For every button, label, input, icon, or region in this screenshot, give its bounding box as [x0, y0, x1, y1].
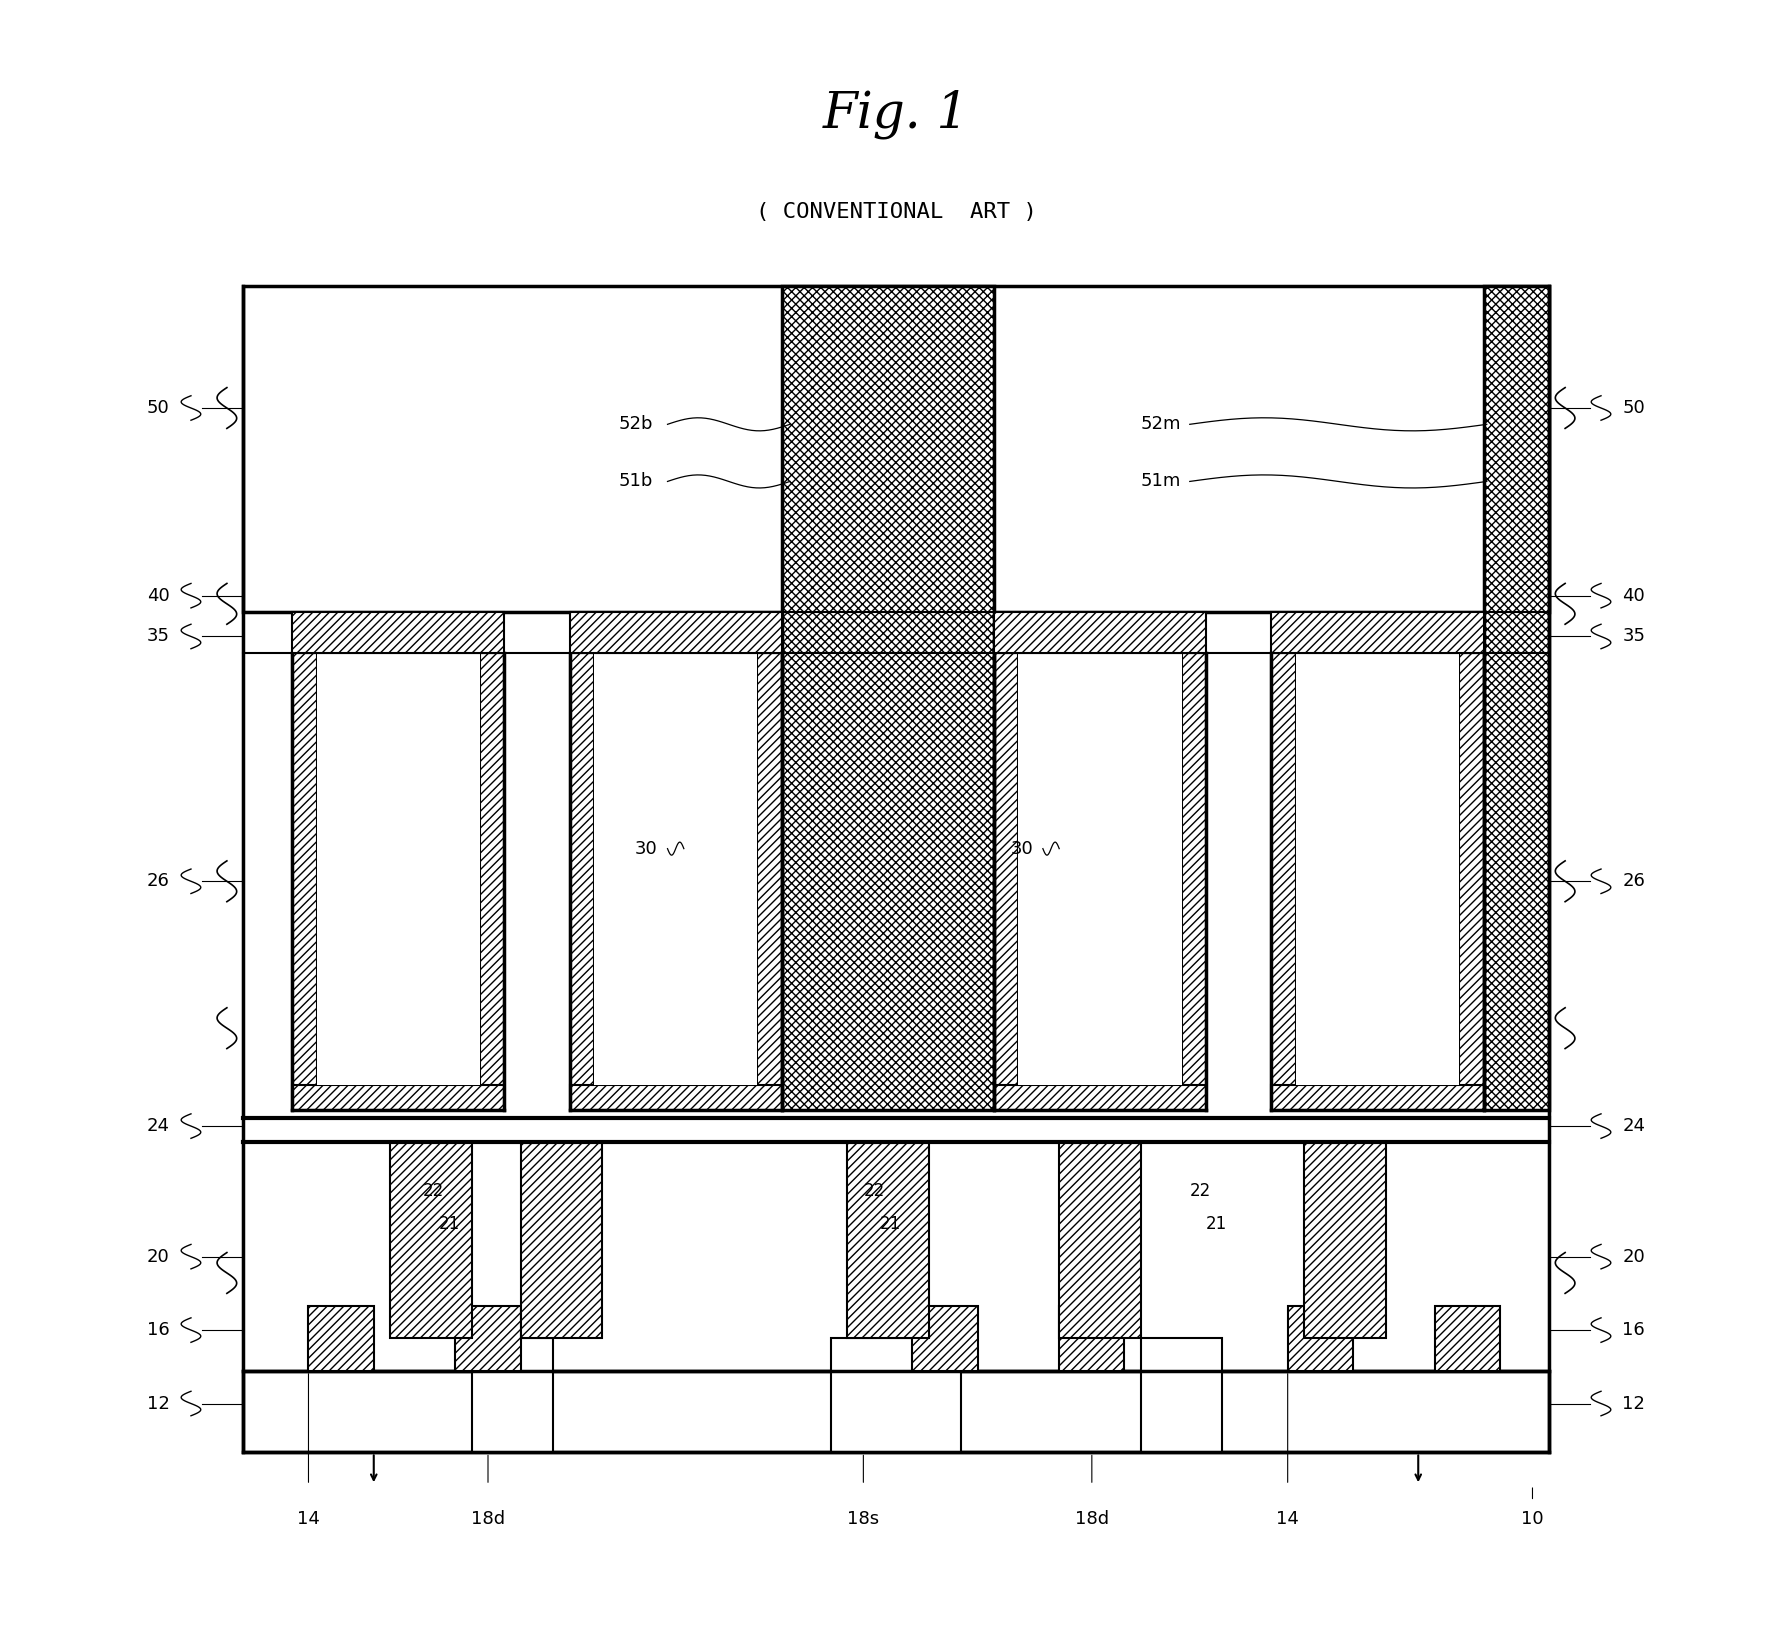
Bar	[1484, 286, 1548, 1110]
Bar	[244, 1142, 1548, 1371]
Text: 21: 21	[880, 1214, 901, 1234]
Text: 30: 30	[634, 839, 658, 858]
Bar	[781, 286, 995, 1110]
Text: 16: 16	[147, 1320, 170, 1340]
Text: 18d: 18d	[1075, 1510, 1109, 1528]
Text: 22: 22	[864, 1182, 885, 1201]
Text: 51b: 51b	[618, 472, 652, 491]
Bar	[758, 653, 781, 1110]
Bar	[1142, 1338, 1222, 1452]
Text: 22: 22	[1190, 1182, 1211, 1201]
Text: 40: 40	[147, 586, 170, 605]
Bar	[1059, 1142, 1142, 1338]
Bar	[244, 286, 1548, 612]
Text: 51m: 51m	[1142, 472, 1181, 491]
Bar	[1059, 1306, 1125, 1371]
Bar	[1288, 1306, 1353, 1371]
Bar	[831, 1338, 961, 1452]
Text: 16: 16	[1622, 1320, 1645, 1340]
Text: 12: 12	[1622, 1394, 1645, 1413]
Bar	[292, 653, 317, 1110]
Text: 12: 12	[147, 1394, 170, 1413]
Bar	[391, 1142, 471, 1338]
Text: 20: 20	[147, 1247, 170, 1266]
Text: ( CONVENTIONAL  ART ): ( CONVENTIONAL ART )	[756, 202, 1036, 222]
Bar	[1271, 612, 1484, 653]
Text: 21: 21	[439, 1214, 461, 1234]
Text: 18d: 18d	[471, 1510, 505, 1528]
Text: 22: 22	[423, 1182, 444, 1201]
Bar	[1181, 653, 1206, 1110]
Bar	[292, 612, 504, 653]
Text: 10: 10	[1521, 1510, 1543, 1528]
Bar	[570, 653, 595, 1110]
Bar	[1435, 1306, 1500, 1371]
Text: 24: 24	[147, 1116, 170, 1136]
Bar	[455, 1306, 521, 1371]
Text: 14: 14	[297, 1510, 321, 1528]
Bar	[995, 612, 1206, 653]
Bar	[244, 1371, 1548, 1452]
Bar	[317, 653, 480, 1085]
Bar	[521, 1142, 602, 1338]
Bar	[1018, 653, 1181, 1085]
Text: 24: 24	[1622, 1116, 1645, 1136]
Bar	[471, 1338, 554, 1452]
Text: 35: 35	[147, 627, 170, 646]
Bar	[995, 653, 1018, 1110]
Text: 26: 26	[147, 871, 170, 891]
Text: 26: 26	[1622, 871, 1645, 891]
Text: 50: 50	[1622, 398, 1645, 418]
Bar	[1305, 1142, 1385, 1338]
Bar	[1271, 1085, 1484, 1110]
Bar	[570, 1085, 781, 1110]
Text: 52b: 52b	[618, 415, 652, 434]
Bar	[1296, 653, 1459, 1085]
Bar	[244, 596, 1548, 1118]
Bar	[1271, 653, 1296, 1110]
Text: 30: 30	[1011, 839, 1032, 858]
Text: 14: 14	[1276, 1510, 1299, 1528]
Bar	[995, 1085, 1206, 1110]
Text: 18s: 18s	[848, 1510, 880, 1528]
Text: 40: 40	[1622, 586, 1645, 605]
Bar	[595, 653, 758, 1085]
Text: 52m: 52m	[1142, 415, 1181, 434]
Bar	[308, 1306, 375, 1371]
Text: 20: 20	[1622, 1247, 1645, 1266]
Bar	[480, 653, 504, 1110]
Text: 50: 50	[147, 398, 170, 418]
Bar	[570, 612, 781, 653]
Bar	[848, 1142, 928, 1338]
Text: 35: 35	[1622, 627, 1645, 646]
Text: 21: 21	[1206, 1214, 1228, 1234]
Bar	[292, 1085, 504, 1110]
Bar	[912, 1306, 978, 1371]
Text: Fig. 1: Fig. 1	[823, 90, 969, 139]
Bar	[1459, 653, 1484, 1110]
